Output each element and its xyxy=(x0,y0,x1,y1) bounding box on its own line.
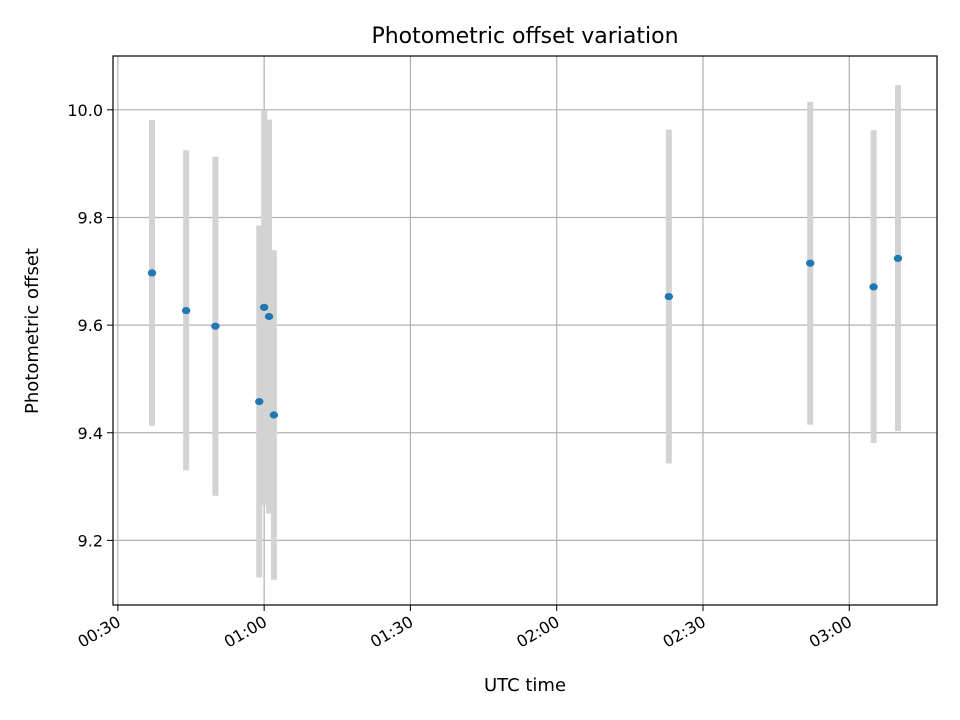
data-point xyxy=(269,411,279,419)
x-tick-label: 02:30 xyxy=(660,612,709,652)
y-tick-label: 9.6 xyxy=(78,316,103,335)
x-tick-label: 01:30 xyxy=(367,612,416,652)
y-axis-label: Photometric offset xyxy=(22,248,43,414)
y-tick-label: 9.2 xyxy=(78,531,103,550)
y-tick-label: 9.8 xyxy=(78,208,103,227)
data-points xyxy=(147,254,903,419)
plot-frame xyxy=(112,55,938,606)
y-tick-label: 9.4 xyxy=(78,424,103,443)
data-point xyxy=(893,254,903,262)
x-tick-label: 03:00 xyxy=(806,612,855,652)
data-point xyxy=(147,269,157,277)
data-point xyxy=(664,292,674,301)
x-tick-label: 02:00 xyxy=(513,612,562,652)
grid xyxy=(113,56,937,605)
data-point xyxy=(264,312,274,321)
data-point xyxy=(211,322,220,330)
y-tick-label: 10.0 xyxy=(67,101,103,120)
data-point xyxy=(259,303,269,311)
data-point xyxy=(869,283,878,291)
x-tick-label: 00:30 xyxy=(74,612,123,652)
data-point xyxy=(255,397,264,406)
data-point xyxy=(181,306,191,315)
x-tick-label: 01:00 xyxy=(221,612,270,652)
data-point xyxy=(806,259,815,267)
x-axis-label: UTC time xyxy=(484,675,566,696)
chart-title: Photometric offset variation xyxy=(371,24,678,49)
